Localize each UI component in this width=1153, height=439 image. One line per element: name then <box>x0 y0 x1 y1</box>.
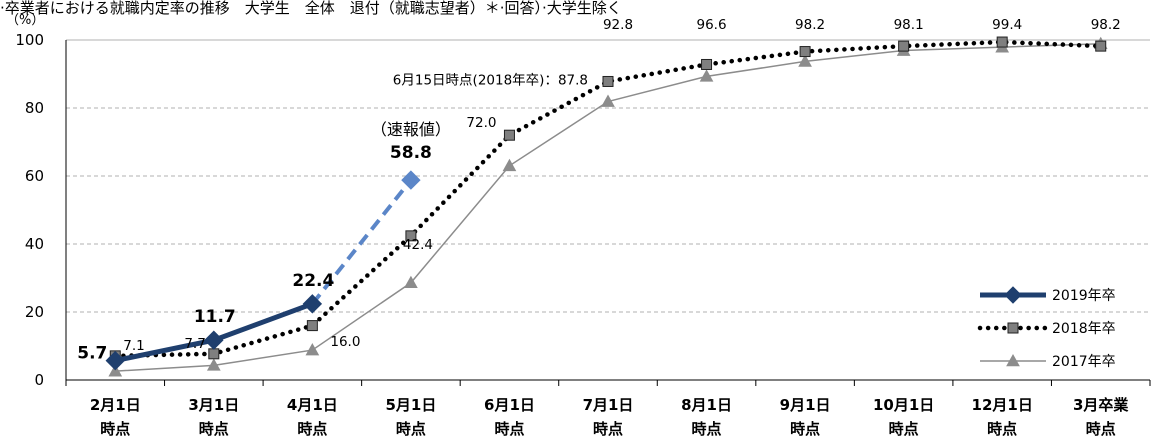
x-tick-label: 10月1日 <box>873 396 934 414</box>
series-line-1 <box>310 178 413 306</box>
series-3-point <box>206 358 221 371</box>
series-2-point <box>503 129 515 141</box>
x-tick-label: 12月1日 <box>972 396 1033 414</box>
series-3-point <box>108 364 123 377</box>
data-label-top-row: 92.8 <box>603 17 633 33</box>
data-label-2018: 42.4 <box>403 237 433 253</box>
data-labels-layer: 5.7 11.7 22.4 （速報値） 58.8 7.1 7.7 16.0 42.4 72.0 6月… <box>77 17 1120 364</box>
y-tick-label: 80 <box>25 99 44 117</box>
series-layer <box>105 36 1108 377</box>
series-3-point <box>601 94 615 107</box>
series-0-point <box>105 350 125 371</box>
series-2-point <box>405 230 417 242</box>
data-label-2018: 7.1 <box>123 338 144 354</box>
series-3-point <box>305 343 320 356</box>
x-tick-label-sub: 時点 <box>396 420 426 438</box>
data-label-top-row: 98.2 <box>795 17 825 33</box>
x-tick-label: 5月1日 <box>385 396 436 414</box>
series-2-point <box>1095 40 1107 52</box>
data-label-prelim-caption: （速報値） <box>371 120 451 139</box>
chart-title: ·卒業者における就職内定率の推移 大学生 全体 退付（就職志望者）＊·回答）·大… <box>0 0 622 17</box>
series-1-point <box>401 170 421 190</box>
data-label-2018: 7.7 <box>184 336 205 352</box>
series-2-point <box>602 75 614 87</box>
legend-label: 2017年卒 <box>1052 354 1116 370</box>
y-tick-label: 60 <box>25 167 44 185</box>
y-tick-label: 100 <box>15 31 44 49</box>
data-label-top-row: 98.1 <box>894 17 924 33</box>
series-2-point <box>306 320 318 332</box>
series-2-point <box>701 58 713 70</box>
x-tick-label-sub: 時点 <box>987 420 1017 438</box>
series-3-point <box>699 69 714 82</box>
x-tick-label-sub: 時点 <box>100 420 130 438</box>
legend: 2019年卒 2018年卒 2017年卒 <box>977 286 1116 370</box>
y-tick-label: 0 <box>34 371 44 389</box>
data-label-top-row: 99.4 <box>992 17 1022 33</box>
data-label-2019: 22.4 <box>292 271 334 291</box>
legend-swatch-marker <box>1004 286 1022 304</box>
x-tick-label-sub: 時点 <box>1086 420 1116 438</box>
data-label-2018: 72.0 <box>466 115 496 131</box>
x-tick-label: 2月1日 <box>90 396 141 414</box>
gridlines <box>66 39 1150 313</box>
series-0-point <box>204 330 224 350</box>
x-tick-label: 3月1日 <box>188 396 239 414</box>
series-2-point <box>799 46 811 58</box>
y-axis-unit-label: （%） <box>6 13 44 28</box>
data-label-prelim-value: 58.8 <box>390 143 432 163</box>
data-label-2019: 5.7 <box>77 344 107 364</box>
x-tick-label-sub: 時点 <box>790 420 820 438</box>
legend-label: 2018年卒 <box>1052 321 1116 337</box>
x-tick-label: 7月1日 <box>583 396 634 414</box>
x-tick-label-sub: 時点 <box>692 420 722 438</box>
x-tick-label: 9月1日 <box>780 396 831 414</box>
legend-label: 2019年卒 <box>1052 288 1116 304</box>
series-line-2 <box>113 39 1103 359</box>
series-2-point <box>898 40 910 52</box>
x-tick-label: 6月1日 <box>484 396 535 414</box>
x-tick-label: 3月卒業 <box>1073 396 1129 414</box>
x-tick-label-sub: 時点 <box>199 420 229 438</box>
x-tick-label-sub: 時点 <box>494 420 524 438</box>
data-label-top-row: 96.6 <box>697 17 727 33</box>
series-2-point <box>996 36 1008 48</box>
legend-swatch-marker <box>1007 322 1019 334</box>
data-label-2018: 16.0 <box>330 334 360 350</box>
data-label-top-row: 98.2 <box>1091 17 1121 33</box>
data-label-2019: 11.7 <box>194 307 236 327</box>
series-3-point <box>404 275 418 289</box>
x-tick-label: 4月1日 <box>287 396 338 414</box>
series-0-point <box>302 294 323 314</box>
x-tick-label-sub: 時点 <box>889 420 919 438</box>
series-2-point <box>208 348 220 360</box>
legend-swatch-marker <box>1006 353 1020 367</box>
data-label-june-note: 6月15日時点(2018年卒)：87.8 <box>393 72 588 88</box>
y-tick-label: 40 <box>25 235 44 253</box>
x-tick-label-sub: 時点 <box>297 420 327 438</box>
series-3-point <box>502 158 517 172</box>
x-tick-label: 8月1日 <box>681 396 732 414</box>
y-tick-label: 20 <box>25 303 44 321</box>
x-tick-label-sub: 時点 <box>593 420 623 438</box>
series-3-point <box>798 54 812 67</box>
